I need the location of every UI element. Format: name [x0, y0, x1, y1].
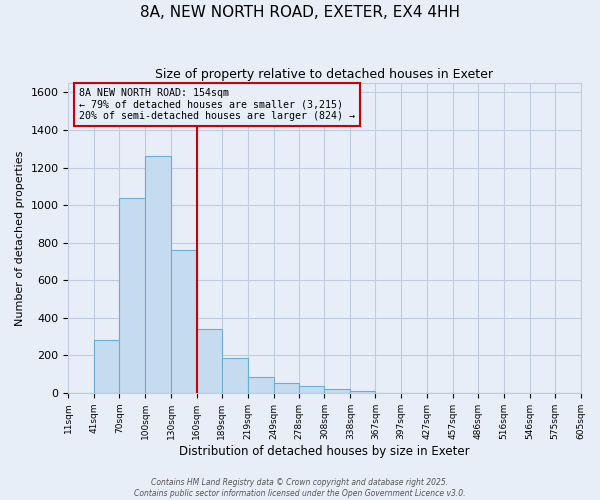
Bar: [248, 377, 274, 393]
Title: Size of property relative to detached houses in Exeter: Size of property relative to detached ho…: [155, 68, 493, 80]
Bar: [325, 389, 350, 393]
Bar: [222, 358, 248, 393]
Text: Contains HM Land Registry data © Crown copyright and database right 2025.
Contai: Contains HM Land Registry data © Crown c…: [134, 478, 466, 498]
Bar: [274, 383, 299, 393]
Bar: [171, 250, 197, 393]
Bar: [119, 198, 145, 393]
Bar: [94, 340, 119, 393]
Y-axis label: Number of detached properties: Number of detached properties: [15, 150, 25, 326]
Bar: [350, 391, 376, 393]
Text: 8A NEW NORTH ROAD: 154sqm
← 79% of detached houses are smaller (3,215)
20% of se: 8A NEW NORTH ROAD: 154sqm ← 79% of detac…: [79, 88, 355, 121]
Bar: [197, 329, 222, 393]
X-axis label: Distribution of detached houses by size in Exeter: Distribution of detached houses by size …: [179, 444, 470, 458]
Bar: [299, 386, 325, 393]
Bar: [145, 156, 171, 393]
Text: 8A, NEW NORTH ROAD, EXETER, EX4 4HH: 8A, NEW NORTH ROAD, EXETER, EX4 4HH: [140, 5, 460, 20]
